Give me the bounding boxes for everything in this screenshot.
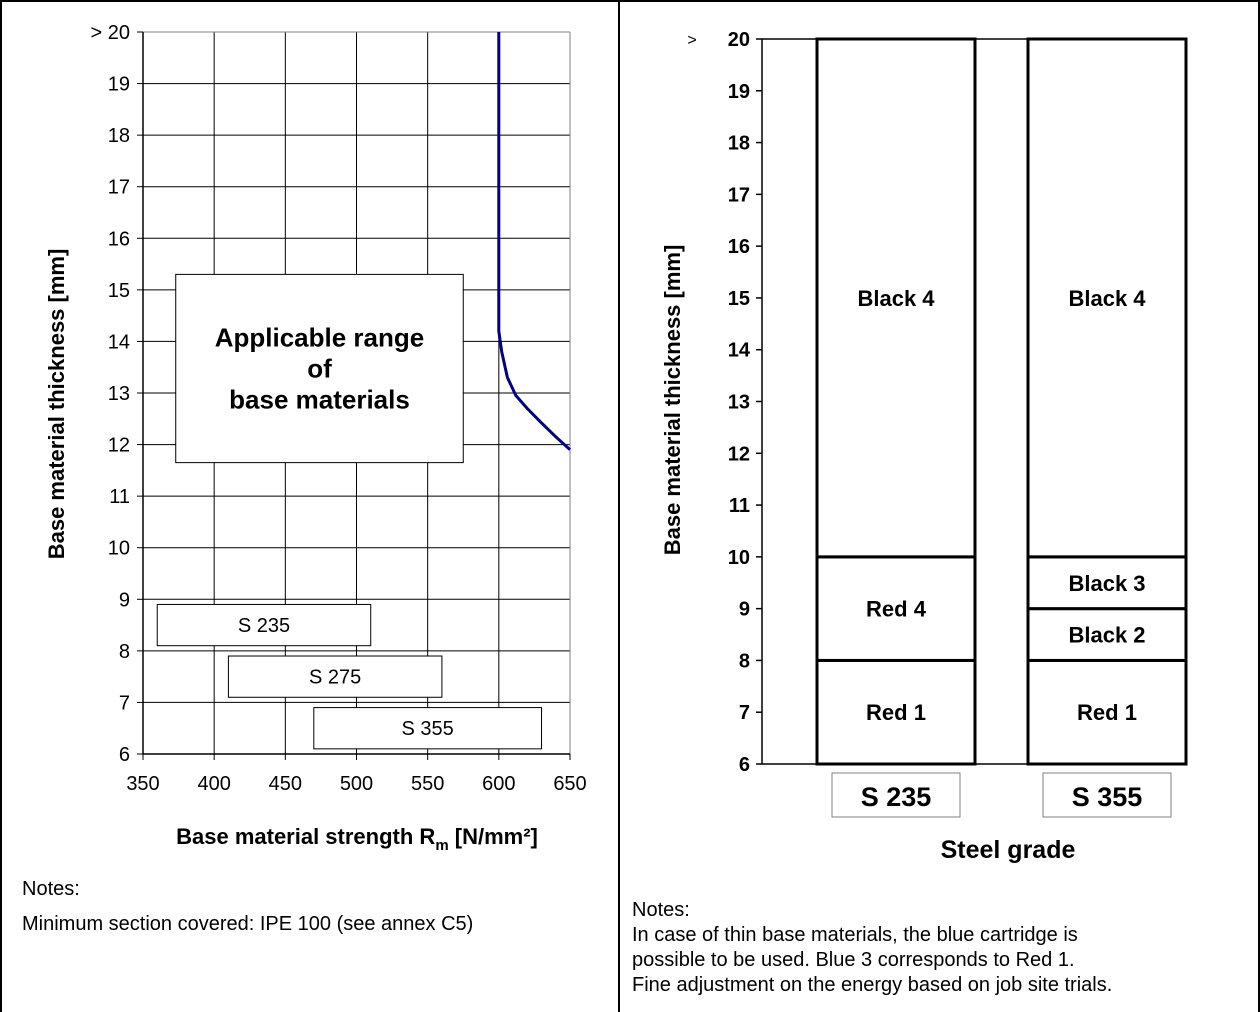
left-x-tick-label: 600	[482, 773, 515, 795]
stack-segment-label: Black 3	[1068, 571, 1145, 596]
right-y-tick-label: 19	[728, 81, 750, 103]
left-y-tick-label: 14	[108, 331, 130, 353]
left-y-tick-labels: 6 7 8 9 10 11 12 13 14 15 16 17 18 19 > 20	[91, 22, 130, 766]
grade-range-label: S 355	[402, 718, 454, 740]
left-y-tick-label: 15	[108, 280, 130, 302]
category-label: S 235	[861, 782, 932, 812]
left-x-tick-labels: 350 400 450 500 550 600 650	[126, 773, 586, 795]
right-y-top-marker: >	[687, 32, 696, 49]
right-notes-line: possible to be used. Blue 3 corresponds …	[632, 949, 1075, 971]
left-chart: 6 7 8 9 10 11 12 13 14 15 16 17 18 19 > 20 350 400 450 50…	[44, 22, 587, 854]
right-notes: Notes: In case of thin base materials, t…	[632, 898, 1112, 998]
stack-segment-label: Red 1	[866, 700, 926, 725]
right-y-tick-label: 9	[739, 599, 750, 621]
right-y-tick-label: 15	[728, 288, 750, 310]
right-y-axis-label: Base material thickness [mm]	[660, 245, 685, 556]
right-notes-line: In case of thin base materials, the blue…	[632, 924, 1078, 946]
left-x-axis-label: Base material strength Rm [N/mm²]	[176, 824, 538, 854]
left-notes: Notes: Minimum section covered: IPE 100 …	[22, 877, 473, 937]
right-y-tick-label: 10	[728, 547, 750, 569]
right-category-labels: S 235 S 355	[831, 772, 1172, 818]
applicable-range-text: base materials	[229, 385, 410, 415]
left-notes-line: Minimum section covered: IPE 100 (see an…	[22, 913, 474, 935]
left-x-axis-label-subscript: m	[435, 837, 448, 854]
stack-segment	[1026, 658, 1188, 766]
stack-segment	[815, 658, 977, 766]
applicable-range-box-border	[175, 273, 464, 464]
grade-range-box	[227, 655, 443, 698]
stack-segment-label: Red 4	[866, 597, 927, 622]
stack-segment-label: Black 4	[1068, 286, 1146, 311]
applicable-range-text: of	[307, 354, 332, 384]
stack-segment-label: Red 1	[1077, 700, 1137, 725]
left-y-tick-label: 16	[108, 228, 130, 250]
left-y-tick-label: 8	[119, 641, 130, 663]
left-grade-range-boxes: S 235 S 275 S 355	[156, 603, 543, 750]
right-chart: 6 7 8 9 10 11 12 13 14 15 16 17 18 19 20 > Red 1 Red 4 B…	[660, 29, 1188, 864]
left-tick-marks	[137, 31, 571, 760]
applicable-range-text: Applicable range	[215, 323, 425, 353]
category-label-box	[831, 772, 961, 818]
right-y-tick-label: 12	[728, 443, 750, 465]
right-y-tick-label: 17	[728, 184, 750, 206]
stack-segment	[815, 37, 977, 559]
right-notes-title: Notes:	[632, 899, 690, 921]
left-y-tick-label: 13	[108, 383, 130, 405]
left-y-tick-label: 17	[108, 177, 130, 199]
right-y-tick-label: 8	[739, 650, 750, 672]
left-notes-title: Notes:	[22, 878, 80, 900]
left-x-tick-label: 550	[411, 773, 444, 795]
right-y-tick-label: 7	[739, 702, 750, 724]
left-x-tick-label: 350	[126, 773, 159, 795]
right-y-tick-label: 18	[728, 133, 750, 155]
right-notes-line: Fine adjustment on the energy based on j…	[632, 974, 1113, 996]
left-y-tick-label: 12	[108, 435, 130, 457]
left-y-axis-label: Base material thickness [mm]	[44, 249, 69, 560]
right-y-tick-labels: 6 7 8 9 10 11 12 13 14 15 16 17 18 19 20	[728, 29, 751, 776]
left-y-tick-label: 7	[119, 692, 130, 714]
left-limit-curve	[497, 32, 572, 451]
category-label-box	[1042, 772, 1172, 818]
grade-range-box	[156, 603, 372, 647]
right-stacked-columns: Red 1 Red 4 Black 4 Red 1 Black 2 Black 3 Blac…	[815, 37, 1188, 766]
grade-range-label: S 235	[238, 615, 290, 637]
right-y-tick-label: 13	[728, 392, 750, 414]
left-x-tick-label: 500	[340, 773, 373, 795]
stack-segment-label: Black 4	[857, 286, 935, 311]
left-y-tick-label: 19	[108, 74, 130, 96]
right-x-axis-label: Steel grade	[941, 836, 1076, 864]
left-y-tick-label: 6	[119, 744, 130, 766]
left-y-tick-label: 10	[108, 538, 130, 560]
grade-range-box	[313, 707, 543, 750]
right-y-tick-label: 6	[739, 754, 750, 776]
left-y-tick-label: 18	[108, 125, 130, 147]
stack-segment	[815, 555, 977, 662]
grade-range-label: S 275	[309, 667, 361, 689]
left-x-axis-label-main: Base material strength R	[176, 824, 435, 849]
left-y-tick-label: > 20	[91, 22, 130, 44]
right-y-tick-label: 16	[728, 236, 750, 258]
right-y-tick-label: 11	[729, 495, 750, 517]
left-x-axis-label-unit: [N/mm²]	[449, 824, 538, 849]
left-y-tick-label: 9	[119, 589, 130, 611]
category-label: S 355	[1072, 782, 1143, 812]
left-x-tick-label: 400	[197, 773, 230, 795]
stack-segment-label: Black 2	[1068, 623, 1145, 648]
stack-segment	[1026, 37, 1188, 559]
right-y-tick-label: 20	[728, 29, 750, 51]
right-y-tick-label: 14	[728, 340, 751, 362]
left-x-tick-label: 650	[553, 773, 586, 795]
left-y-tick-label: 11	[109, 486, 130, 508]
left-x-tick-label: 450	[269, 773, 302, 795]
